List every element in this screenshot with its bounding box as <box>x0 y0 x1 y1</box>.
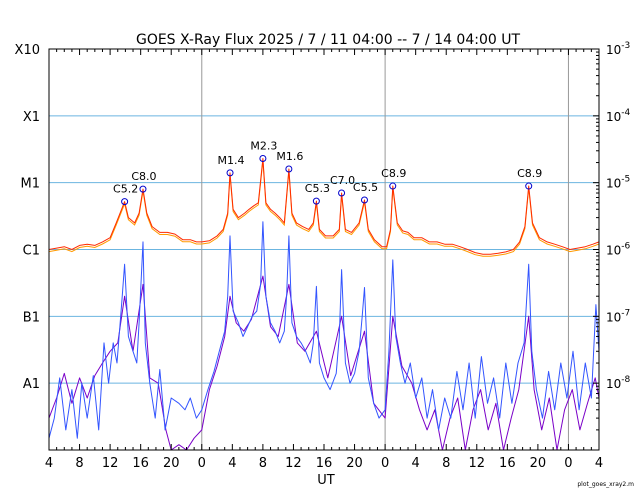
x-axis-label: UT <box>317 473 335 488</box>
x-tick-label: 0 <box>198 456 206 471</box>
flare-marker <box>360 196 368 204</box>
credit-text: plot_goes_xray2.m <box>577 481 634 488</box>
chart-title: GOES X-Ray Flux 2025 / 7 / 11 04:00 -- 7… <box>136 32 520 48</box>
flare-marker <box>226 169 234 177</box>
class-axis-label: A1 <box>23 377 40 392</box>
x-tick-label: 8 <box>75 456 83 471</box>
flare-label: C7.0 <box>330 174 355 187</box>
flare-label: M1.4 <box>218 154 245 167</box>
x-tick-label: 20 <box>530 456 547 471</box>
long-wavelength-series <box>48 158 600 255</box>
x-tick-label: 16 <box>316 456 333 471</box>
x-tick-label: 12 <box>285 456 302 471</box>
x-tick-label: 16 <box>132 456 149 471</box>
flux-axis-label: 10-8 <box>606 375 631 391</box>
flare-label: C8.0 <box>131 170 156 183</box>
flare-label: M2.3 <box>250 139 277 152</box>
flare-label: C8.9 <box>381 167 406 180</box>
flare-marker-layer: C5.2C8.0M1.4M2.3M1.6C5.3C7.0C5.5C8.9 C8.9 <box>113 139 542 206</box>
x-tick-label: 4 <box>595 456 603 471</box>
x-tick-label: 20 <box>163 456 180 471</box>
flare-marker <box>285 165 293 173</box>
x-tick-label: 0 <box>381 456 389 471</box>
x-tick-label: 20 <box>346 456 363 471</box>
class-axis-label: B1 <box>23 310 40 325</box>
flux-axis-label: 10-7 <box>606 308 630 324</box>
class-axis-label: X1 <box>23 110 40 125</box>
flare-marker <box>259 154 267 162</box>
x-tick-label: 16 <box>499 456 516 471</box>
flare-label: C5.2 <box>113 183 138 196</box>
flux-axis-label: 10-3 <box>606 41 630 57</box>
flare-marker <box>312 197 320 205</box>
flare-label: M1.6 <box>276 150 303 163</box>
x-tick-label: 4 <box>228 456 236 471</box>
x-tick-label: 4 <box>412 456 420 471</box>
grid-layer <box>49 49 599 450</box>
flare-label: C5.5 <box>353 181 378 194</box>
flux-axis-label: 10-6 <box>606 242 631 258</box>
short-wavelength-series <box>48 221 600 439</box>
axis-layer: 4 8 12 16 20 0 4 8 12 16 20 0 4 8 12 16 20 0 4 A1 B1 C1 M1 X1 X1… <box>15 41 631 471</box>
class-axis-label: X10 <box>15 43 40 58</box>
x-tick-label: 8 <box>259 456 267 471</box>
flare-marker <box>121 198 129 206</box>
flare-marker <box>139 185 147 193</box>
x-tick-label: 8 <box>442 456 450 471</box>
flux-axis-label: 10-5 <box>606 175 630 191</box>
x-tick-label: 4 <box>45 456 53 471</box>
flare-marker <box>389 182 397 190</box>
flare-marker <box>338 189 346 197</box>
x-tick-label: 12 <box>469 456 486 471</box>
x-tick-label: 0 <box>564 456 572 471</box>
x-tick-label: 12 <box>102 456 119 471</box>
class-axis-label: M1 <box>21 177 41 192</box>
class-axis-label: C1 <box>23 244 40 259</box>
flare-label: C5.3 <box>305 182 330 195</box>
flare-label: C8.9 <box>517 167 542 180</box>
short-wavelength-secondary-series <box>48 275 600 451</box>
flux-axis-label: 10-4 <box>606 108 631 124</box>
series-layer <box>48 158 600 451</box>
flare-marker <box>525 182 533 190</box>
